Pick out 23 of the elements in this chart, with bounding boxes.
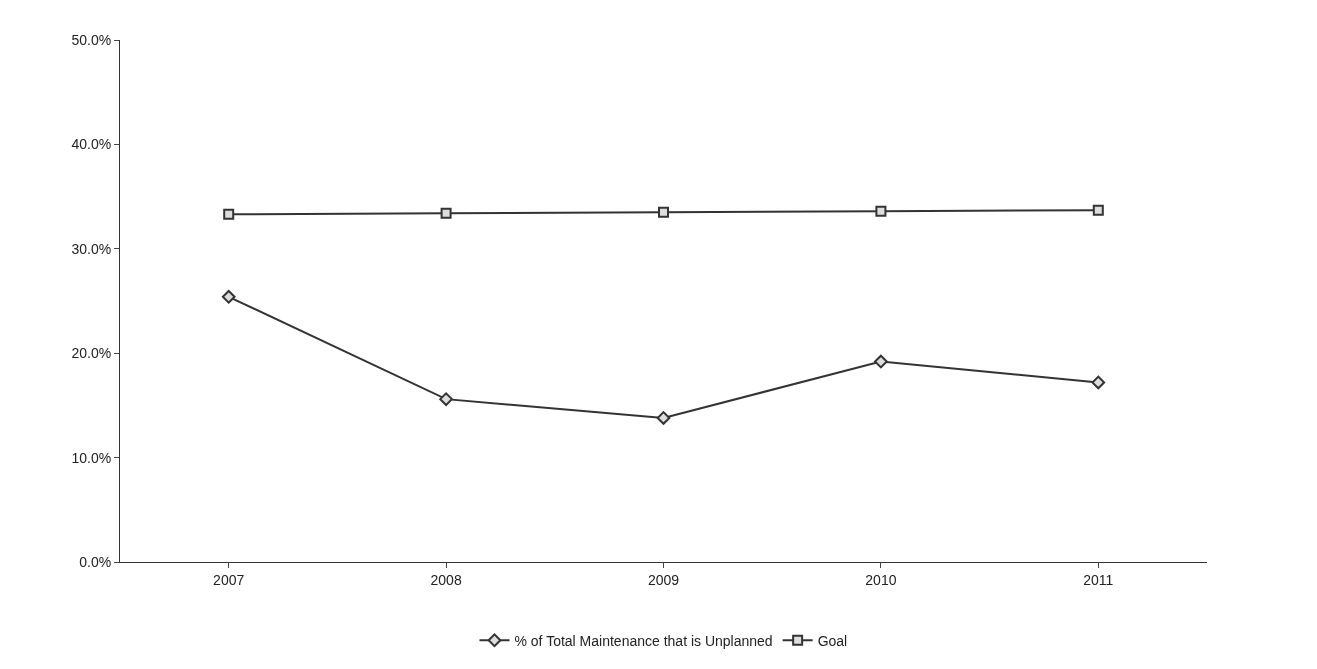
y-tick-label: 50.0% (71, 31, 112, 48)
y-tick-label: 30.0% (71, 240, 112, 257)
point (223, 208, 235, 220)
x-tick-label: 2009 (647, 571, 680, 588)
x-tick-label: 2011 (1083, 571, 1114, 588)
point (439, 392, 453, 406)
point (440, 207, 452, 219)
x-tick-label: 2008 (430, 571, 462, 588)
point (875, 205, 887, 217)
legend-label: Goal (817, 632, 848, 649)
point (656, 411, 671, 425)
x-tick-label: 2007 (213, 571, 245, 588)
y-tick-label: 10.0% (71, 449, 112, 466)
point (1092, 204, 1104, 216)
point (221, 289, 236, 304)
y-tick-label: 20.0% (71, 345, 112, 362)
point (1091, 375, 1106, 390)
legend-label: % of Total Maintenance that is Unplanned (514, 632, 773, 649)
y-tick-label: 40.0% (71, 136, 112, 153)
point (874, 354, 888, 369)
x-tick-label: 2010 (865, 571, 897, 588)
point (658, 206, 669, 218)
y-tick-label: 0.0% (79, 553, 112, 570)
